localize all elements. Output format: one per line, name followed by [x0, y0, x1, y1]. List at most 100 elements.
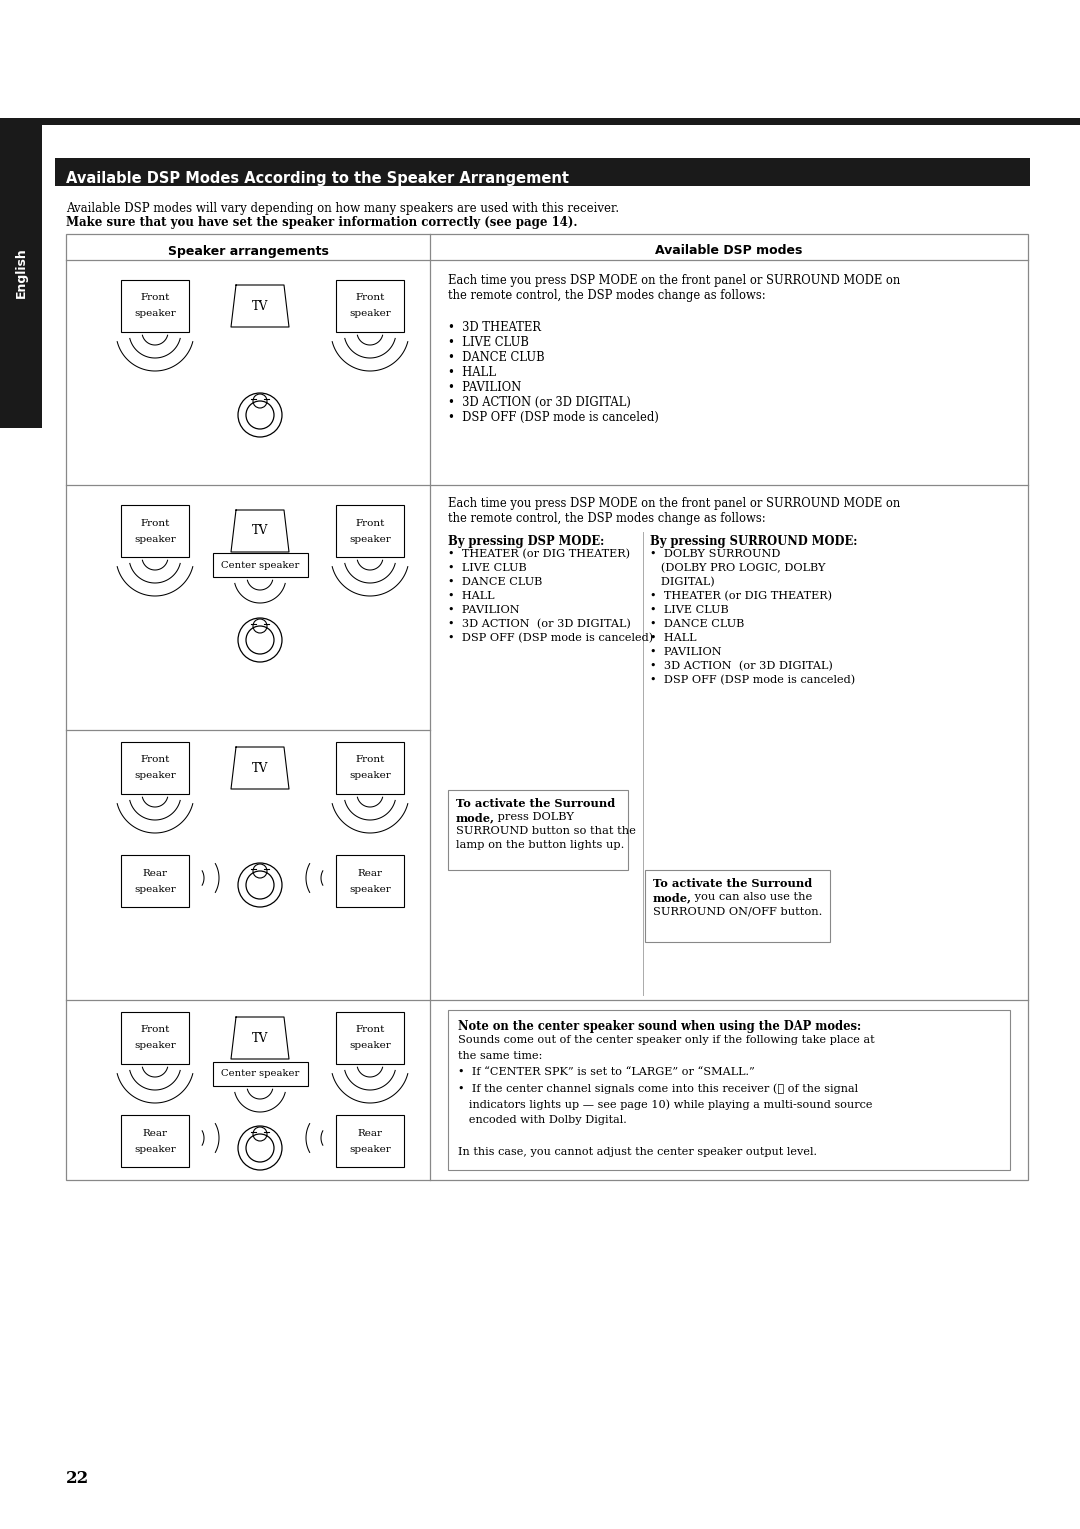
Text: By pressing DSP MODE:: By pressing DSP MODE: [448, 535, 605, 547]
Text: Front: Front [140, 294, 170, 303]
Text: To activate the Surround: To activate the Surround [653, 878, 812, 888]
Text: •  DSP OFF (DSP mode is canceled): • DSP OFF (DSP mode is canceled) [448, 633, 653, 644]
Text: DIGITAL): DIGITAL) [650, 576, 715, 587]
Text: Center speaker: Center speaker [220, 561, 299, 569]
Bar [448, 1011, 1010, 1170]
Bar [121, 742, 189, 794]
Text: speaker: speaker [349, 1145, 391, 1153]
Text: (DOLBY PRO LOGIC, DOLBY: (DOLBY PRO LOGIC, DOLBY [650, 563, 825, 573]
Text: Front: Front [355, 755, 384, 764]
Bar [213, 553, 308, 576]
Text: speaker: speaker [349, 884, 391, 893]
Text: speaker: speaker [134, 1145, 176, 1153]
Text: you can also use the: you can also use the [691, 891, 812, 902]
Text: speaker: speaker [134, 772, 176, 780]
Text: English: English [14, 248, 27, 298]
Text: speaker: speaker [349, 535, 391, 543]
Text: •  HALL: • HALL [448, 365, 496, 379]
Text: •  DSP OFF (DSP mode is canceled): • DSP OFF (DSP mode is canceled) [650, 674, 855, 685]
Text: speaker: speaker [134, 1041, 176, 1050]
Bar [55, 157, 1030, 187]
Text: encoded with Dolby Digital.: encoded with Dolby Digital. [458, 1115, 626, 1125]
Text: •  3D ACTION (or 3D DIGITAL): • 3D ACTION (or 3D DIGITAL) [448, 396, 631, 408]
Text: TV: TV [252, 524, 268, 538]
Text: SURROUND button so that the: SURROUND button so that the [456, 826, 636, 836]
Text: Rear: Rear [357, 1128, 382, 1138]
Text: Front: Front [355, 294, 384, 303]
Text: By pressing SURROUND MODE:: By pressing SURROUND MODE: [650, 535, 858, 547]
Text: •  LIVE CLUB: • LIVE CLUB [448, 336, 529, 349]
Text: Rear: Rear [357, 868, 382, 878]
Text: •  If the center channel signals come into this receiver (Ⓒ of the signal: • If the center channel signals come int… [458, 1083, 859, 1093]
Text: speaker: speaker [134, 309, 176, 318]
Bar [336, 505, 404, 557]
Text: Front: Front [140, 1026, 170, 1035]
Text: indicators lights up — see page 10) while playing a multi-sound source: indicators lights up — see page 10) whil… [458, 1099, 873, 1110]
Text: Each time you press DSP MODE on the front panel or SURROUND MODE on: Each time you press DSP MODE on the fron… [448, 274, 901, 287]
Text: •  3D ACTION  (or 3D DIGITAL): • 3D ACTION (or 3D DIGITAL) [448, 619, 631, 630]
Text: Available DSP modes will vary depending on how many speakers are used with this : Available DSP modes will vary depending … [66, 202, 619, 216]
Text: In this case, you cannot adjust the center speaker output level.: In this case, you cannot adjust the cent… [458, 1147, 816, 1157]
Text: •  3D THEATER: • 3D THEATER [448, 321, 541, 333]
Text: •  HALL: • HALL [448, 592, 495, 601]
Text: SURROUND ON/OFF button.: SURROUND ON/OFF button. [653, 907, 822, 916]
Text: •  HALL: • HALL [650, 633, 697, 644]
Text: •  THEATER (or DIG THEATER): • THEATER (or DIG THEATER) [448, 549, 630, 560]
Text: speaker: speaker [349, 772, 391, 780]
Text: Available DSP modes: Available DSP modes [656, 245, 802, 257]
Text: To activate the Surround: To activate the Surround [456, 798, 616, 809]
Bar [336, 855, 404, 907]
Text: the same time:: the same time: [458, 1050, 542, 1061]
Text: Front: Front [355, 1026, 384, 1035]
Text: •  PAVILION: • PAVILION [448, 381, 522, 394]
Text: •  3D ACTION  (or 3D DIGITAL): • 3D ACTION (or 3D DIGITAL) [650, 661, 833, 671]
Text: press DOLBY: press DOLBY [494, 812, 573, 823]
Text: Center speaker: Center speaker [220, 1069, 299, 1078]
Text: Rear: Rear [143, 868, 167, 878]
Text: •  DOLBY SURROUND: • DOLBY SURROUND [650, 549, 781, 560]
Text: Sounds come out of the center speaker only if the following take place at: Sounds come out of the center speaker on… [458, 1035, 875, 1044]
Text: speaker: speaker [349, 1041, 391, 1050]
Text: speaker: speaker [349, 309, 391, 318]
Bar [121, 280, 189, 332]
Bar [0, 118, 42, 428]
Text: •  DANCE CLUB: • DANCE CLUB [650, 619, 744, 628]
Bar [336, 1115, 404, 1167]
Bar [66, 234, 1028, 1180]
Bar [448, 790, 627, 870]
Text: •  If “CENTER SPK” is set to “LARGE” or “SMALL.”: • If “CENTER SPK” is set to “LARGE” or “… [458, 1067, 755, 1076]
Bar [645, 870, 831, 942]
Text: speaker: speaker [134, 884, 176, 893]
Text: •  THEATER (or DIG THEATER): • THEATER (or DIG THEATER) [650, 592, 832, 601]
Text: •  PAVILION: • PAVILION [650, 647, 721, 657]
Text: the remote control, the DSP modes change as follows:: the remote control, the DSP modes change… [448, 289, 766, 303]
Text: lamp on the button lights up.: lamp on the button lights up. [456, 839, 624, 850]
Text: Front: Front [355, 518, 384, 528]
Text: TV: TV [252, 1032, 268, 1044]
Bar [121, 855, 189, 907]
Text: Rear: Rear [143, 1128, 167, 1138]
Text: •  DANCE CLUB: • DANCE CLUB [448, 576, 542, 587]
Text: 22: 22 [66, 1469, 90, 1488]
Text: the remote control, the DSP modes change as follows:: the remote control, the DSP modes change… [448, 512, 766, 524]
Text: Available DSP Modes According to the Speaker Arrangement: Available DSP Modes According to the Spe… [66, 171, 569, 185]
Bar [121, 1115, 189, 1167]
Bar [336, 1012, 404, 1064]
Text: Speaker arrangements: Speaker arrangements [167, 245, 328, 257]
Text: Note on the center speaker sound when using the DAP modes:: Note on the center speaker sound when us… [458, 1020, 861, 1034]
Text: •  DSP OFF (DSP mode is canceled): • DSP OFF (DSP mode is canceled) [448, 411, 659, 424]
Bar [213, 1063, 308, 1086]
Text: mode,: mode, [653, 891, 692, 904]
Text: mode,: mode, [456, 812, 495, 823]
Bar [336, 280, 404, 332]
Bar [336, 742, 404, 794]
Bar [121, 505, 189, 557]
Bar [121, 1012, 189, 1064]
Text: •  LIVE CLUB: • LIVE CLUB [650, 605, 729, 615]
Text: TV: TV [252, 300, 268, 312]
Text: Each time you press DSP MODE on the front panel or SURROUND MODE on: Each time you press DSP MODE on the fron… [448, 497, 901, 511]
Text: Front: Front [140, 755, 170, 764]
Text: TV: TV [252, 761, 268, 775]
Text: Front: Front [140, 518, 170, 528]
Text: •  LIVE CLUB: • LIVE CLUB [448, 563, 527, 573]
